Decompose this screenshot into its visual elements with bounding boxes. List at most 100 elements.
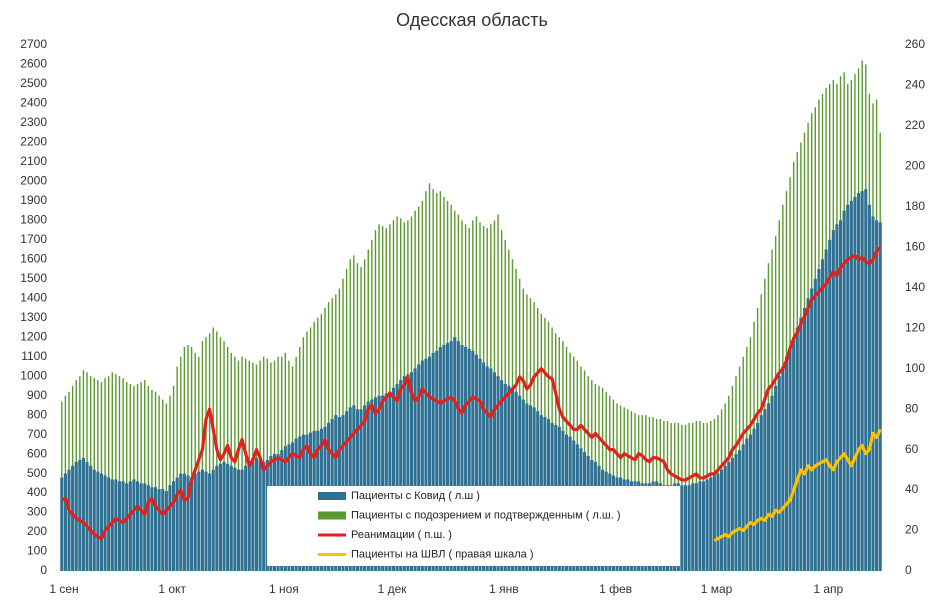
bar [849, 200, 853, 571]
bar [122, 378, 124, 571]
bar [763, 409, 767, 571]
bar [135, 481, 140, 571]
bar [254, 458, 259, 571]
bar [187, 345, 189, 571]
bar [424, 358, 428, 571]
bar [118, 376, 121, 571]
y-tick-label: 1600 [20, 251, 47, 265]
x-tick-label: 1 окт [158, 582, 186, 596]
bar [413, 368, 417, 571]
bar [438, 346, 442, 571]
bar [406, 374, 410, 571]
bar [247, 461, 251, 571]
bar [727, 461, 731, 571]
bar [442, 345, 446, 571]
bar [478, 358, 482, 571]
y-tick-label: 2000 [20, 174, 47, 188]
legend-label: Реанимации ( п.ш. ) [351, 529, 452, 541]
bar [875, 220, 879, 572]
y2-tick-label: 220 [905, 118, 925, 132]
legend-label: Пациенты с подозрением и подтвержденным … [351, 509, 621, 521]
y-tick-label: 1100 [21, 349, 47, 363]
y2-tick-label: 80 [905, 401, 919, 415]
bar [182, 473, 186, 571]
bar [752, 428, 756, 571]
bar [117, 481, 122, 571]
bar [208, 473, 212, 571]
y-tick-label: 500 [27, 466, 47, 480]
y-tick-label: 1700 [20, 232, 47, 246]
bar [125, 483, 129, 571]
y2-tick-label: 200 [905, 159, 925, 173]
bar [96, 471, 100, 571]
bar [78, 459, 82, 571]
bar [144, 380, 146, 571]
bar [853, 196, 857, 571]
y-tick-label: 200 [27, 524, 47, 538]
bar [164, 491, 168, 571]
bar [464, 346, 468, 571]
bar [878, 222, 882, 571]
y-tick-label: 1000 [20, 368, 47, 382]
bar [691, 483, 695, 571]
y-tick-label: 2300 [20, 115, 47, 129]
bar [81, 458, 85, 571]
bar [60, 477, 64, 571]
bar [226, 346, 229, 571]
bar [770, 395, 774, 571]
y-tick-label: 1300 [20, 310, 47, 324]
bar [204, 471, 208, 571]
x-tick-label: 1 ноя [269, 582, 299, 596]
bar [244, 465, 248, 571]
legend: Пациенты с Ковид ( л.ш ) Пациенты с подоз… [267, 486, 680, 566]
bar [190, 477, 194, 571]
x-tick-label: 1 янв [489, 582, 519, 596]
bar [838, 220, 843, 572]
bar [201, 341, 204, 571]
bar [370, 399, 374, 571]
y-tick-label: 600 [27, 446, 47, 460]
bar [157, 489, 161, 571]
bar [186, 475, 190, 571]
bar [792, 337, 796, 571]
bar [701, 481, 706, 571]
bar [262, 461, 266, 571]
bar [409, 372, 414, 571]
bar [492, 372, 496, 571]
bar [420, 360, 424, 571]
bar [738, 450, 742, 571]
bar [114, 479, 118, 571]
bar [864, 189, 868, 571]
bar [92, 469, 96, 571]
bar [154, 391, 157, 571]
bar [151, 389, 153, 571]
bar [680, 485, 684, 571]
y-tick-label: 2200 [20, 135, 47, 149]
y2-tick-label: 160 [905, 239, 925, 253]
bar [241, 356, 243, 571]
bar [687, 485, 691, 571]
bar [176, 366, 178, 571]
bar [489, 368, 493, 571]
bar [237, 360, 240, 571]
bar [456, 341, 460, 571]
bar [417, 364, 421, 571]
bar [712, 475, 716, 571]
bar [867, 204, 871, 571]
y-tick-label: 1500 [20, 271, 47, 285]
bar [453, 337, 457, 571]
bar [446, 343, 450, 571]
bar [211, 469, 215, 571]
bar [168, 485, 172, 571]
bar [169, 395, 171, 571]
bar [136, 383, 139, 571]
bar [125, 382, 128, 571]
bar [240, 469, 244, 571]
bar [161, 489, 165, 571]
bar [200, 469, 204, 571]
y-tick-label: 1800 [20, 213, 47, 227]
bar [521, 399, 525, 571]
bar [720, 469, 724, 571]
bar [788, 346, 792, 571]
bar [496, 376, 500, 571]
